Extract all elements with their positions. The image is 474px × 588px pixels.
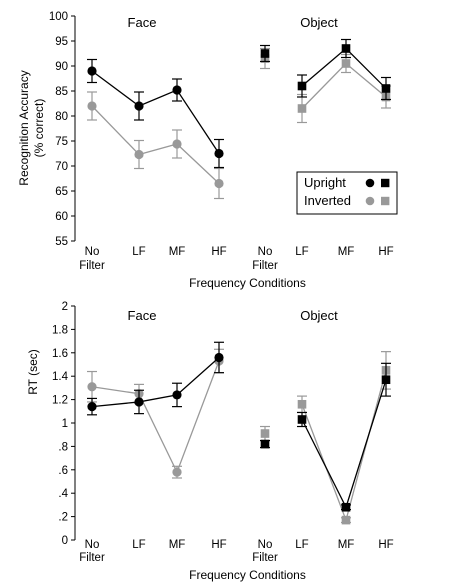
y-tick-label: 1.6 — [52, 348, 68, 360]
x-tick-label: HF — [378, 246, 393, 258]
x-tick-label: MF — [338, 539, 355, 551]
legend-marker-square — [381, 178, 390, 188]
y-tick-label: 75 — [55, 136, 68, 148]
data-point — [172, 139, 182, 149]
y-tick-label: 65 — [55, 186, 68, 198]
data-point — [134, 101, 144, 111]
legend-box — [296, 171, 398, 215]
data-point — [214, 148, 224, 159]
x-tick-label: No — [258, 246, 273, 258]
x-tick-label: HF — [211, 539, 226, 551]
x-tick-label: LF — [295, 246, 308, 258]
x-axis-label: Frequency Conditions — [189, 276, 306, 290]
data-point — [260, 429, 270, 438]
x-tick-label: No — [85, 539, 100, 551]
y-tick-label: .8 — [58, 441, 68, 453]
panel-title: Face — [128, 15, 157, 30]
data-point — [172, 467, 182, 477]
data-point — [214, 178, 224, 189]
x-axis-label: Frequency Conditions — [189, 568, 306, 582]
y-axis-label: RT (sec) — [26, 349, 40, 395]
data-point — [297, 415, 307, 424]
data-point — [87, 66, 97, 76]
legend-marker-square — [381, 196, 390, 206]
y-tick-label: 1.8 — [52, 324, 68, 336]
series-line — [91, 105, 220, 184]
data-point — [87, 101, 97, 111]
y-tick-label: .6 — [58, 465, 68, 477]
data-point — [341, 515, 351, 525]
y-axis-label: Recognition Accuracy(% correct) — [17, 70, 46, 185]
data-point — [172, 85, 182, 95]
series-line — [301, 379, 387, 509]
y-axis-label-line: (% correct) — [32, 99, 46, 158]
series-line — [301, 62, 387, 109]
legend-marker-circle — [365, 178, 375, 188]
legend-label: Upright — [304, 175, 346, 190]
y-tick-label: 2 — [62, 301, 68, 313]
data-point — [341, 502, 351, 512]
x-tick-label: LF — [295, 539, 308, 551]
panel-title: Object — [300, 15, 338, 30]
data-point — [134, 397, 144, 407]
x-tick-label: MF — [338, 246, 355, 258]
x-tick-label: MF — [169, 539, 186, 551]
y-tick-label: 1.2 — [52, 395, 68, 407]
data-point — [341, 59, 351, 68]
y-tick-label: 1 — [62, 418, 68, 430]
x-tick-label: Filter — [79, 552, 105, 564]
y-tick-label: 100 — [49, 11, 68, 23]
y-tick-label: 0 — [62, 535, 68, 547]
panel-title: Face — [128, 308, 157, 323]
y-tick-label: 1.4 — [52, 371, 69, 383]
data-point — [260, 439, 270, 449]
x-tick-label: No — [258, 539, 273, 551]
x-tick-label: Filter — [252, 552, 278, 564]
x-tick-label: MF — [169, 246, 186, 258]
y-tick-label: 60 — [55, 211, 68, 223]
y-tick-label: 80 — [55, 111, 68, 123]
data-point — [297, 81, 307, 91]
legend-marker-circle — [365, 196, 375, 206]
x-tick-label: HF — [211, 246, 226, 258]
data-point — [87, 382, 97, 392]
data-point — [297, 104, 307, 113]
data-point — [214, 352, 224, 363]
data-point — [381, 375, 391, 385]
y-tick-label: 95 — [55, 36, 68, 48]
y-tick-label: 85 — [55, 86, 68, 98]
x-tick-label: HF — [378, 539, 393, 551]
data-point — [87, 402, 97, 412]
data-point — [260, 49, 270, 58]
data-point — [172, 390, 182, 400]
y-tick-label: 90 — [55, 61, 68, 73]
y-tick-label: 70 — [55, 161, 68, 173]
data-point — [134, 149, 144, 160]
y-tick-label: .2 — [58, 512, 68, 524]
x-tick-label: Filter — [79, 260, 105, 272]
legend-label: Inverted — [304, 193, 351, 208]
x-tick-label: LF — [132, 539, 145, 551]
panel-title: Object — [300, 308, 338, 323]
x-tick-label: Filter — [252, 260, 278, 272]
data-point — [381, 84, 391, 93]
series-line — [91, 356, 220, 408]
y-tick-label: .4 — [58, 488, 68, 500]
y-axis-label-line: Recognition Accuracy — [17, 70, 31, 185]
data-point — [341, 44, 351, 53]
y-tick-label: 55 — [55, 236, 68, 248]
series-line — [91, 360, 220, 474]
x-tick-label: LF — [132, 246, 145, 258]
y-axis-label-line: RT (sec) — [26, 349, 40, 395]
x-tick-label: No — [85, 246, 100, 258]
series-line — [91, 70, 220, 154]
data-point — [297, 399, 307, 409]
